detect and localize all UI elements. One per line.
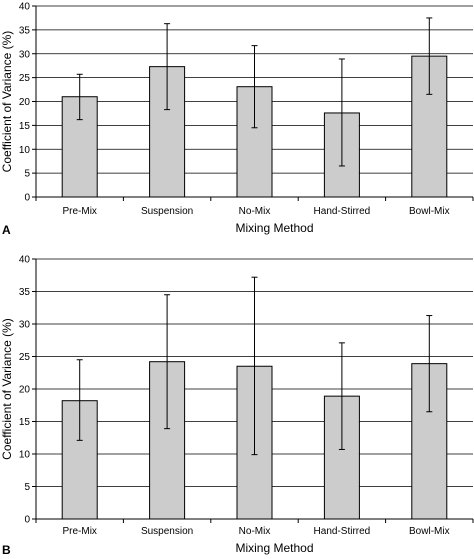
x-tick-label: Suspension bbox=[141, 206, 193, 217]
y-tick-label: 20 bbox=[19, 385, 31, 396]
y-tick-label: 40 bbox=[19, 255, 31, 266]
y-tick-label: 15 bbox=[19, 417, 31, 428]
y-tick-label: 30 bbox=[19, 320, 31, 331]
x-tick-label: Hand-Stirred bbox=[314, 206, 371, 217]
y-tick-label: 5 bbox=[24, 169, 30, 180]
y-tick-label: 25 bbox=[19, 73, 31, 84]
x-tick-label: Bowl-Mix bbox=[409, 526, 450, 537]
y-tick-label: 40 bbox=[19, 2, 31, 13]
x-tick-label: Suspension bbox=[141, 526, 193, 537]
x-axis-label: Mixing Method bbox=[235, 221, 313, 235]
y-tick-label: 10 bbox=[19, 450, 31, 461]
x-axis-label: Mixing Method bbox=[235, 541, 313, 555]
y-axis-label: Coefficient of Variance (%) bbox=[0, 31, 14, 173]
y-tick-label: 0 bbox=[24, 515, 30, 526]
y-tick-label: 5 bbox=[24, 482, 30, 493]
y-tick-label: 30 bbox=[19, 49, 31, 60]
y-tick-label: 10 bbox=[19, 145, 31, 156]
x-tick-label: Pre-Mix bbox=[62, 526, 96, 537]
x-tick-label: Hand-Stirred bbox=[314, 526, 371, 537]
x-tick-label: Pre-Mix bbox=[62, 206, 96, 217]
panel-label: A bbox=[2, 223, 11, 237]
y-tick-label: 35 bbox=[19, 25, 31, 36]
chart-panel-a: 0 5 10 15 20 25 30 35 40 Pre-Mix Suspension No-Mix H… bbox=[0, 2, 474, 237]
y-tick-label: 15 bbox=[19, 121, 31, 132]
x-tick-label: No-Mix bbox=[239, 206, 271, 217]
x-tick-label: Bowl-Mix bbox=[409, 206, 450, 217]
y-tick-label: 25 bbox=[19, 352, 31, 363]
y-tick-label: 35 bbox=[19, 287, 31, 298]
y-tick-label: 20 bbox=[19, 97, 31, 108]
y-tick-label: 0 bbox=[24, 193, 30, 204]
chart-panel-b: 0 5 10 15 20 25 30 35 40 Pre-Mix Suspension No-Mix H… bbox=[0, 255, 474, 557]
x-tick-label: No-Mix bbox=[239, 526, 271, 537]
y-axis-label: Coefficient of Variance (%) bbox=[0, 318, 14, 460]
panel-label: B bbox=[2, 543, 11, 557]
